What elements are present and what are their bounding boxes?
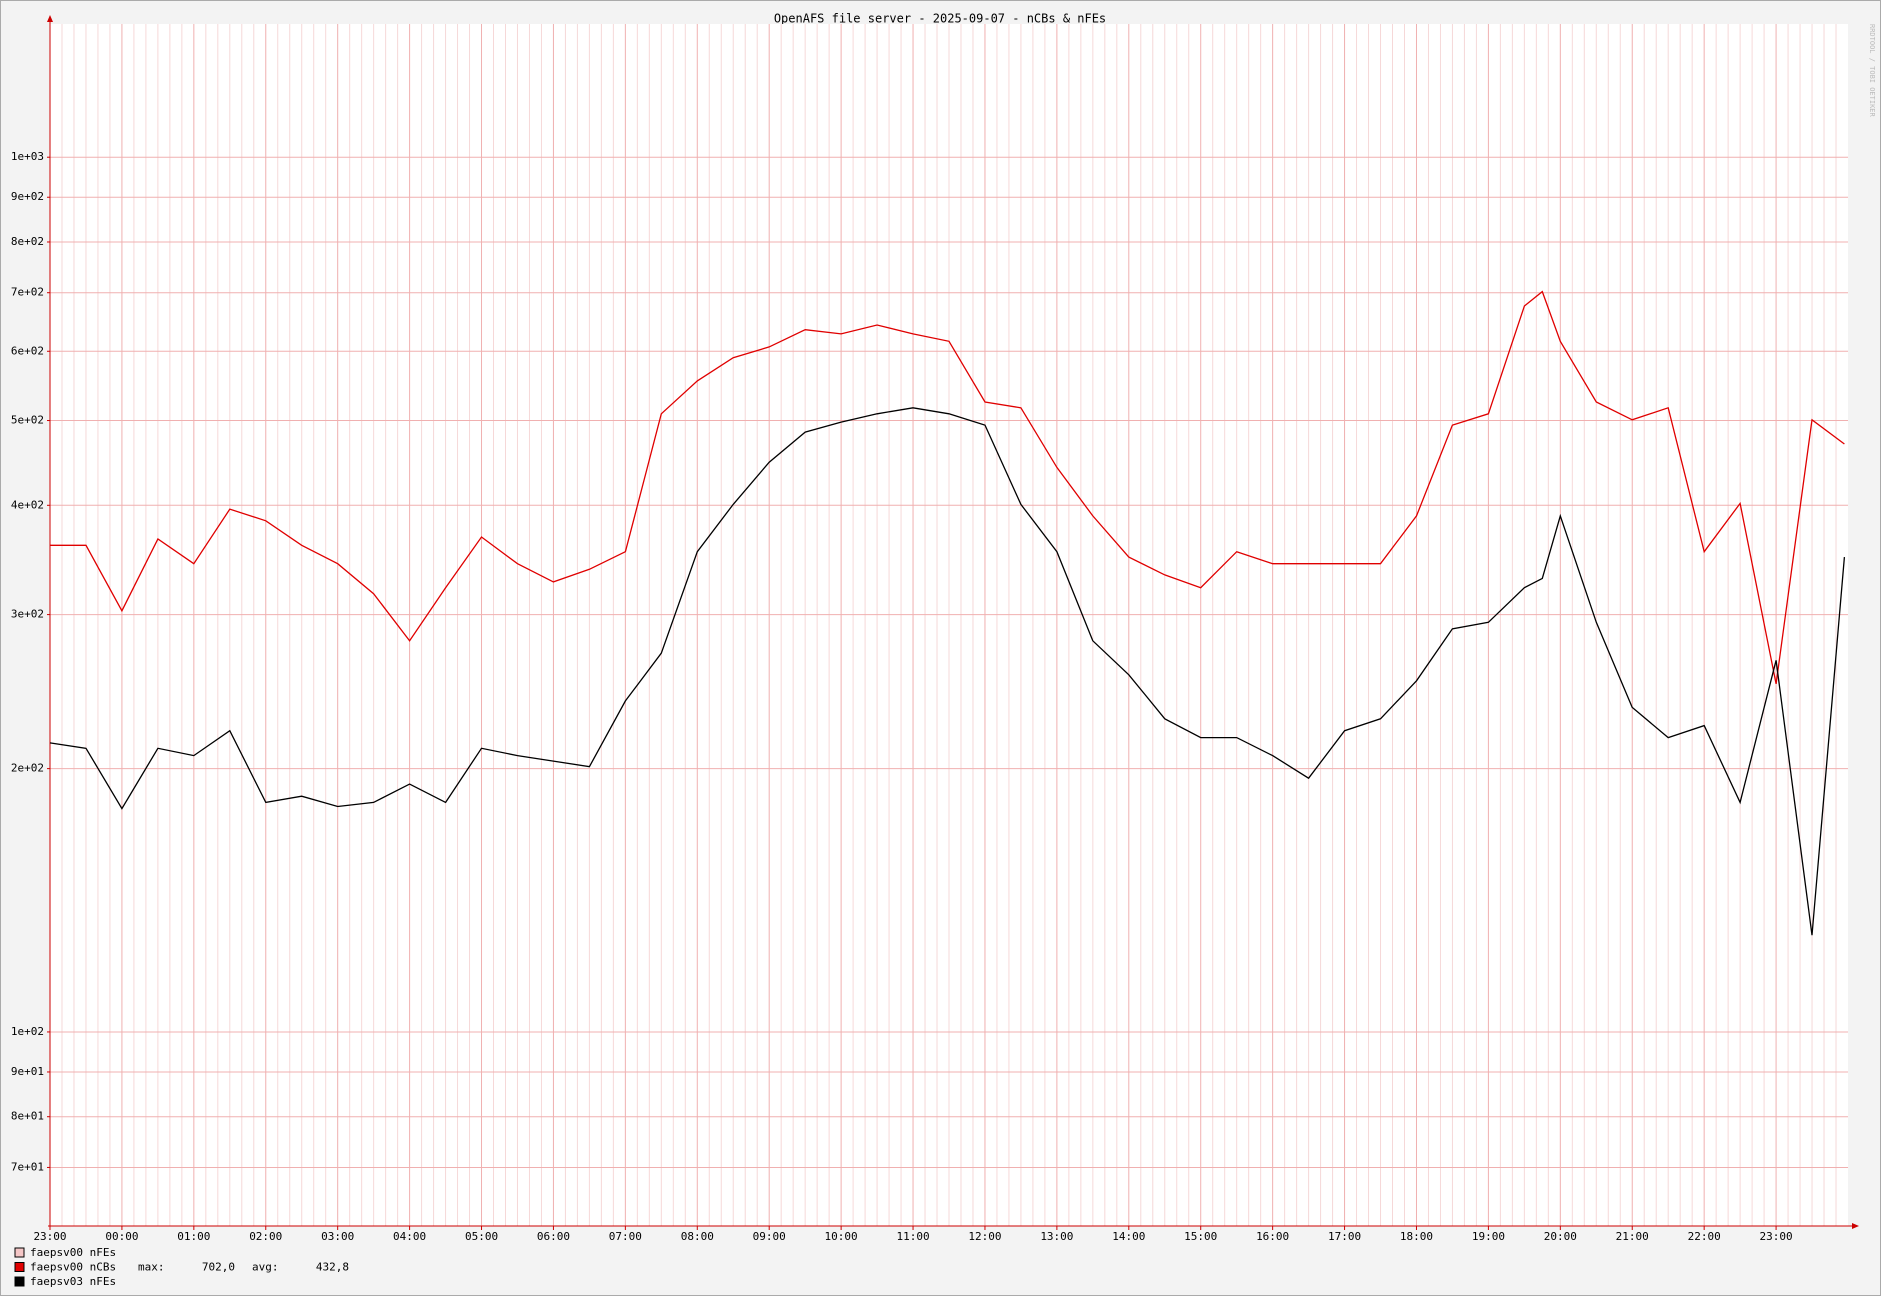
- legend-label: faepsv00 nCBs: [30, 1261, 116, 1274]
- x-tick-label: 14:00: [1112, 1230, 1145, 1243]
- y-tick-label: 7e+01: [11, 1160, 44, 1173]
- x-tick-label: 21:00: [1616, 1230, 1649, 1243]
- x-tick-label: 22:00: [1688, 1230, 1721, 1243]
- legend-label: faepsv03 nFEs: [30, 1275, 116, 1288]
- y-tick-label: 6e+02: [11, 344, 44, 357]
- x-tick-label: 08:00: [681, 1230, 714, 1243]
- x-tick-label: 18:00: [1400, 1230, 1433, 1243]
- x-tick-label: 23:00: [33, 1230, 66, 1243]
- legend-stat-value: 432,8: [316, 1261, 349, 1274]
- x-tick-label: 20:00: [1544, 1230, 1577, 1243]
- x-tick-label: 03:00: [321, 1230, 354, 1243]
- y-axis-arrow: [47, 15, 53, 22]
- x-tick-label: 12:00: [968, 1230, 1001, 1243]
- watermark: RRDTOOL / TOBI OETIKER: [1868, 24, 1876, 118]
- legend-swatch: [14, 1262, 25, 1272]
- x-tick-label: 16:00: [1256, 1230, 1289, 1243]
- y-tick-label: 5e+02: [11, 414, 44, 427]
- legend-swatch: [14, 1247, 25, 1258]
- x-tick-label: 01:00: [177, 1230, 210, 1243]
- x-tick-label: 06:00: [537, 1230, 570, 1243]
- x-tick-label: 10:00: [825, 1230, 858, 1243]
- y-tick-label: 1e+02: [11, 1025, 44, 1038]
- chart-title: OpenAFS file server - 2025-09-07 - nCBs …: [774, 12, 1106, 26]
- legend-label: faepsv00 nFEs: [30, 1246, 116, 1259]
- y-tick-label: 4e+02: [11, 498, 44, 511]
- y-tick-label: 7e+02: [11, 286, 44, 299]
- y-tick-label: 8e+01: [11, 1110, 44, 1123]
- x-tick-label: 13:00: [1040, 1230, 1073, 1243]
- x-tick-label: 04:00: [393, 1230, 426, 1243]
- legend-stat-value: 702,0: [202, 1261, 235, 1274]
- y-tick-label: 8e+02: [11, 235, 44, 248]
- series-line: [50, 290, 1845, 685]
- legend-swatch: [14, 1276, 25, 1287]
- x-axis-arrow: [1852, 1223, 1859, 1229]
- legend-stat-label: max:: [138, 1261, 165, 1274]
- x-tick-label: 15:00: [1184, 1230, 1217, 1243]
- y-tick-label: 3e+02: [11, 608, 44, 621]
- legend-stat-label: avg:: [252, 1261, 279, 1274]
- x-tick-label: 07:00: [609, 1230, 642, 1243]
- y-tick-label: 2e+02: [11, 762, 44, 775]
- x-tick-label: 05:00: [465, 1230, 498, 1243]
- x-tick-label: 09:00: [753, 1230, 786, 1243]
- y-tick-label: 9e+02: [11, 190, 44, 203]
- x-tick-label: 00:00: [105, 1230, 138, 1243]
- y-tick-label: 9e+01: [11, 1065, 44, 1078]
- x-tick-label: 19:00: [1472, 1230, 1505, 1243]
- x-tick-label: 23:00: [1760, 1230, 1793, 1243]
- x-tick-label: 17:00: [1328, 1230, 1361, 1243]
- x-tick-label: 11:00: [896, 1230, 929, 1243]
- y-tick-label: 1e+03: [11, 150, 44, 163]
- series-line: [49, 407, 1846, 936]
- x-tick-label: 02:00: [249, 1230, 282, 1243]
